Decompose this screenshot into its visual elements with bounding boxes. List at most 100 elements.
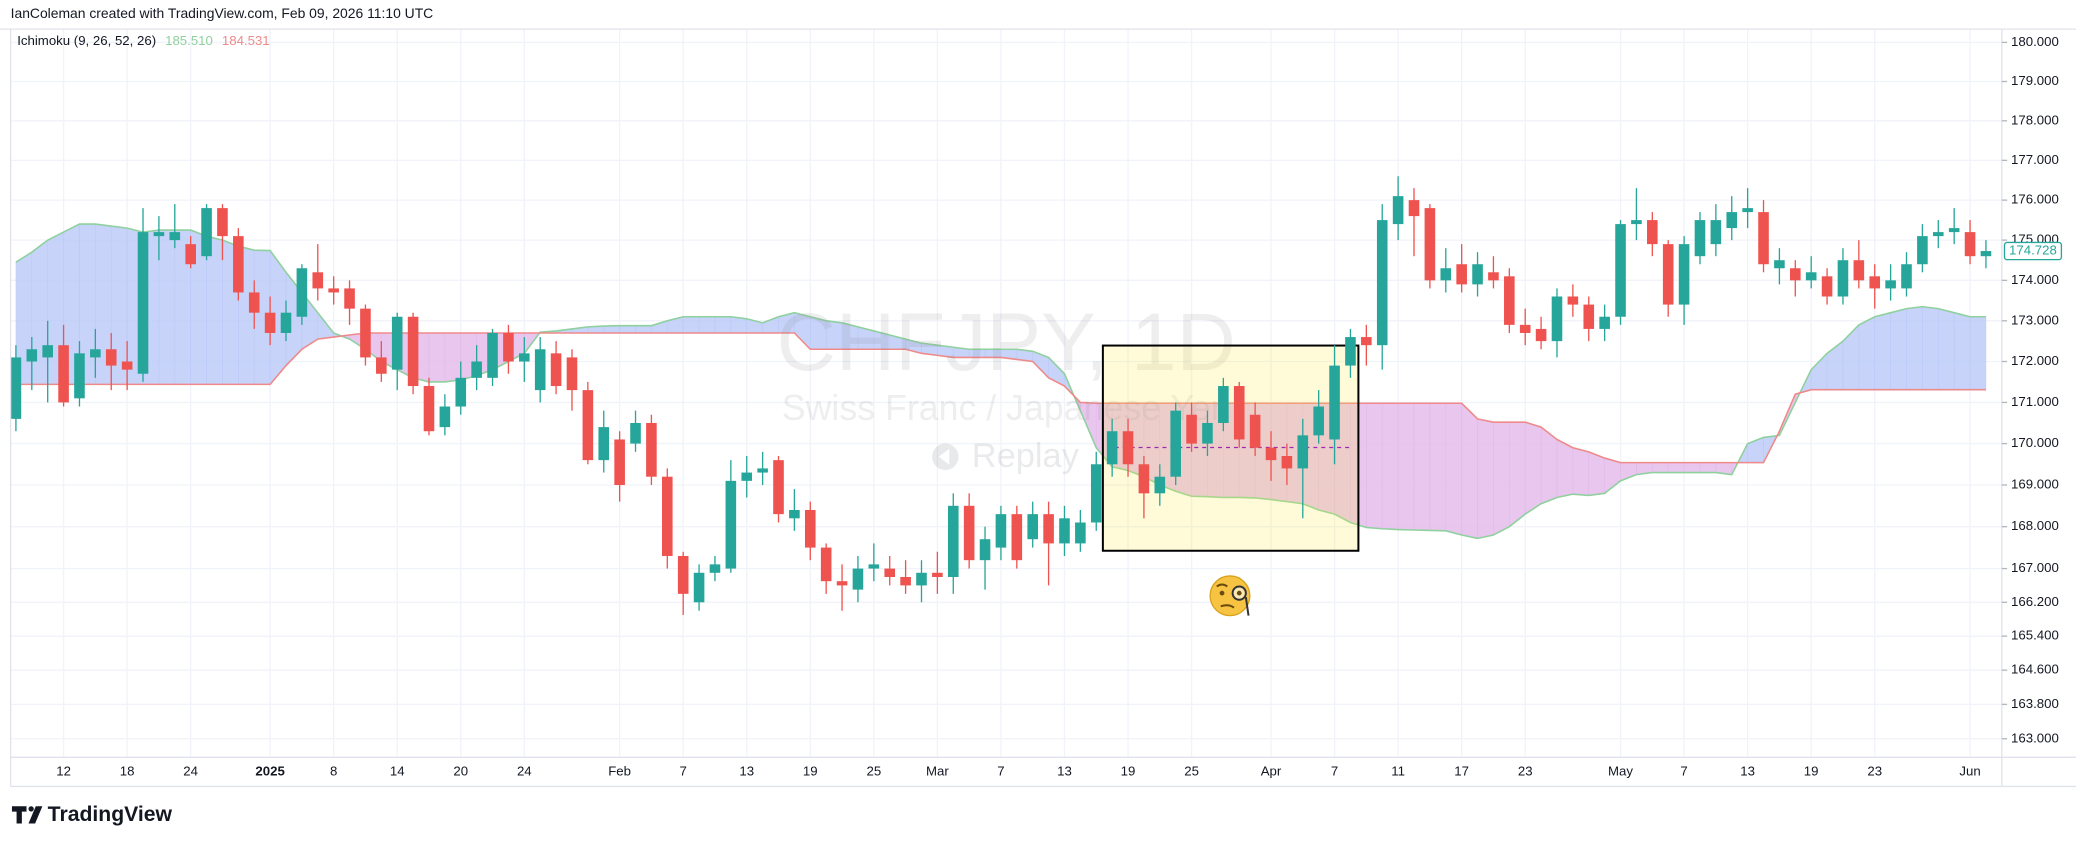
candle-body bbox=[1742, 208, 1753, 213]
candle-body bbox=[1535, 328, 1547, 342]
cloud-segment bbox=[1493, 421, 1510, 536]
candle-body bbox=[1885, 280, 1896, 289]
x-tick-label: 13 bbox=[1057, 763, 1072, 778]
candle-body bbox=[328, 288, 339, 293]
x-tick-label: 7 bbox=[680, 763, 687, 778]
span-b-value: 184.531 bbox=[222, 33, 270, 48]
candle-body bbox=[1488, 272, 1499, 281]
replay-icon bbox=[932, 443, 959, 470]
candle-body bbox=[1170, 410, 1181, 477]
candle-body bbox=[407, 316, 419, 387]
candle-body bbox=[248, 292, 260, 313]
candle-body bbox=[550, 353, 562, 387]
candle-body bbox=[1376, 220, 1388, 346]
cloud-segment bbox=[1842, 324, 1860, 390]
candle-body bbox=[296, 268, 308, 317]
candle-body bbox=[74, 353, 85, 399]
candle-body bbox=[1662, 244, 1674, 305]
candle-body bbox=[26, 349, 38, 362]
candle-body bbox=[900, 576, 911, 586]
candle-body bbox=[1218, 386, 1229, 423]
x-tick-label: 19 bbox=[1121, 763, 1136, 778]
candle-body bbox=[487, 332, 498, 378]
candle-body bbox=[1313, 406, 1324, 436]
candle-body bbox=[376, 357, 387, 374]
cloud-segment bbox=[1461, 402, 1478, 539]
candle-body bbox=[662, 476, 673, 556]
y-tick-label: 171.000 bbox=[2011, 394, 2059, 409]
x-tick-label: 11 bbox=[1391, 763, 1405, 778]
candle-body bbox=[709, 564, 721, 573]
y-tick-label: 178.000 bbox=[2011, 112, 2059, 127]
x-tick-label: May bbox=[1608, 763, 1633, 778]
candle-body bbox=[947, 505, 959, 577]
candle-body bbox=[598, 427, 610, 461]
candle-body bbox=[979, 539, 991, 561]
candle-body bbox=[455, 377, 467, 407]
span-b-line bbox=[15, 332, 1986, 464]
x-tick-label: 20 bbox=[453, 763, 468, 778]
candle-body bbox=[1345, 337, 1356, 366]
candle-body bbox=[1710, 220, 1722, 245]
cloud-segment bbox=[1381, 402, 1399, 530]
candle-body bbox=[789, 509, 800, 519]
candle-body bbox=[725, 480, 737, 569]
candle-body bbox=[1361, 337, 1372, 346]
candle-body bbox=[1647, 220, 1658, 245]
watermark-description: Swiss Franc / Japanese Yen bbox=[782, 388, 1231, 428]
candle-body bbox=[1853, 260, 1865, 281]
cloud-segment bbox=[1524, 421, 1542, 515]
x-tick-label: 2025 bbox=[255, 763, 284, 778]
candle-body bbox=[932, 572, 943, 577]
cloud-segment bbox=[158, 229, 176, 385]
candle-body bbox=[519, 353, 530, 362]
candle-body bbox=[614, 439, 625, 486]
candle-body bbox=[804, 509, 816, 548]
candle-body bbox=[820, 547, 832, 582]
y-tick-label: 163.800 bbox=[2011, 696, 2059, 711]
candle-body bbox=[1948, 228, 1960, 233]
candle-body bbox=[1233, 386, 1245, 440]
candle-body bbox=[169, 232, 181, 241]
cloud-segment bbox=[698, 316, 716, 334]
candle-body bbox=[503, 332, 514, 362]
cloud-segment bbox=[1477, 418, 1494, 539]
candle-body bbox=[360, 308, 371, 358]
candle-body bbox=[1631, 220, 1642, 225]
cloud-segment bbox=[1413, 402, 1431, 531]
replay-label: Replay bbox=[972, 437, 1080, 475]
candle-body bbox=[1599, 316, 1610, 329]
candle-body bbox=[264, 312, 276, 333]
candle-body bbox=[1090, 464, 1102, 523]
cloud-segment bbox=[1699, 462, 1717, 473]
candle-body bbox=[566, 357, 578, 391]
y-tick-label: 177.000 bbox=[2011, 152, 2059, 167]
candle-body bbox=[1504, 276, 1515, 325]
candle-body bbox=[852, 568, 864, 590]
candle-body bbox=[1202, 422, 1213, 444]
candle-body bbox=[439, 406, 451, 428]
candle-body bbox=[1059, 518, 1070, 544]
candle-body bbox=[534, 349, 546, 391]
logo-mark-right bbox=[28, 806, 43, 824]
x-tick-label: 25 bbox=[1184, 763, 1199, 778]
candle-body bbox=[836, 581, 848, 586]
candle-body bbox=[1075, 522, 1086, 544]
candle-body bbox=[280, 312, 292, 333]
candle-body bbox=[1297, 435, 1309, 469]
candle-body bbox=[1249, 414, 1261, 448]
emoji-brow bbox=[1216, 583, 1228, 588]
cloud-segment bbox=[619, 325, 636, 334]
logo-mark-dot bbox=[28, 806, 34, 812]
candle-body bbox=[58, 345, 69, 403]
cloud-segment bbox=[1953, 312, 1971, 390]
candle-body bbox=[344, 288, 355, 309]
candle-body bbox=[1154, 476, 1166, 494]
candle-body bbox=[693, 572, 705, 603]
candle-body bbox=[1265, 447, 1277, 461]
y-tick-label: 172.000 bbox=[2011, 353, 2059, 368]
indicator-label: Ichimoku (9, 26, 52, 26) bbox=[17, 33, 156, 48]
x-tick-label: 13 bbox=[1740, 763, 1755, 778]
y-tick-label: 176.000 bbox=[2011, 192, 2059, 207]
watermark-symbol: CHFJPY, 1D bbox=[777, 297, 1236, 388]
